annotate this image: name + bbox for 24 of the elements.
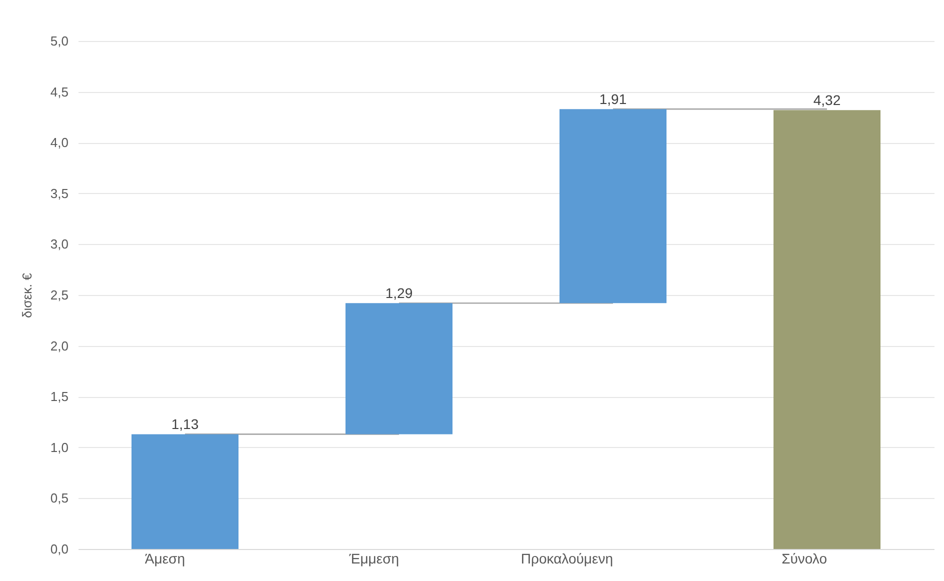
data-label: 1,13 bbox=[171, 416, 199, 432]
y-tick-label: 0,5 bbox=[50, 490, 68, 506]
y-tick-label: 1,0 bbox=[50, 440, 68, 455]
y-tick-label: 3,5 bbox=[50, 186, 68, 201]
y-tick-label: 5,0 bbox=[50, 34, 68, 48]
bar bbox=[774, 110, 880, 549]
y-tick-label: 3,0 bbox=[50, 236, 68, 252]
y-tick-label: 4,5 bbox=[50, 84, 68, 100]
y-tick-label: 4,0 bbox=[50, 135, 68, 150]
bar bbox=[132, 434, 238, 549]
data-label: 4,32 bbox=[813, 92, 841, 108]
x-tick-label: Σύνολο bbox=[782, 550, 828, 566]
y-tick-label: 2,0 bbox=[50, 338, 68, 354]
data-label: 1,29 bbox=[385, 285, 413, 302]
data-label: 1,91 bbox=[599, 91, 627, 108]
y-tick-label: 1,5 bbox=[50, 389, 68, 404]
bar bbox=[560, 109, 666, 304]
x-tick-label: Έμμεση bbox=[348, 550, 399, 566]
y-tick-label: 2,5 bbox=[50, 288, 68, 302]
bar bbox=[346, 303, 452, 434]
y-tick-label: 0,0 bbox=[50, 542, 68, 556]
x-tick-label: Άμεση bbox=[144, 550, 185, 566]
y-axis-title: δισεκ. € bbox=[19, 272, 34, 318]
x-tick-label: Προκαλούμενη bbox=[520, 550, 613, 566]
